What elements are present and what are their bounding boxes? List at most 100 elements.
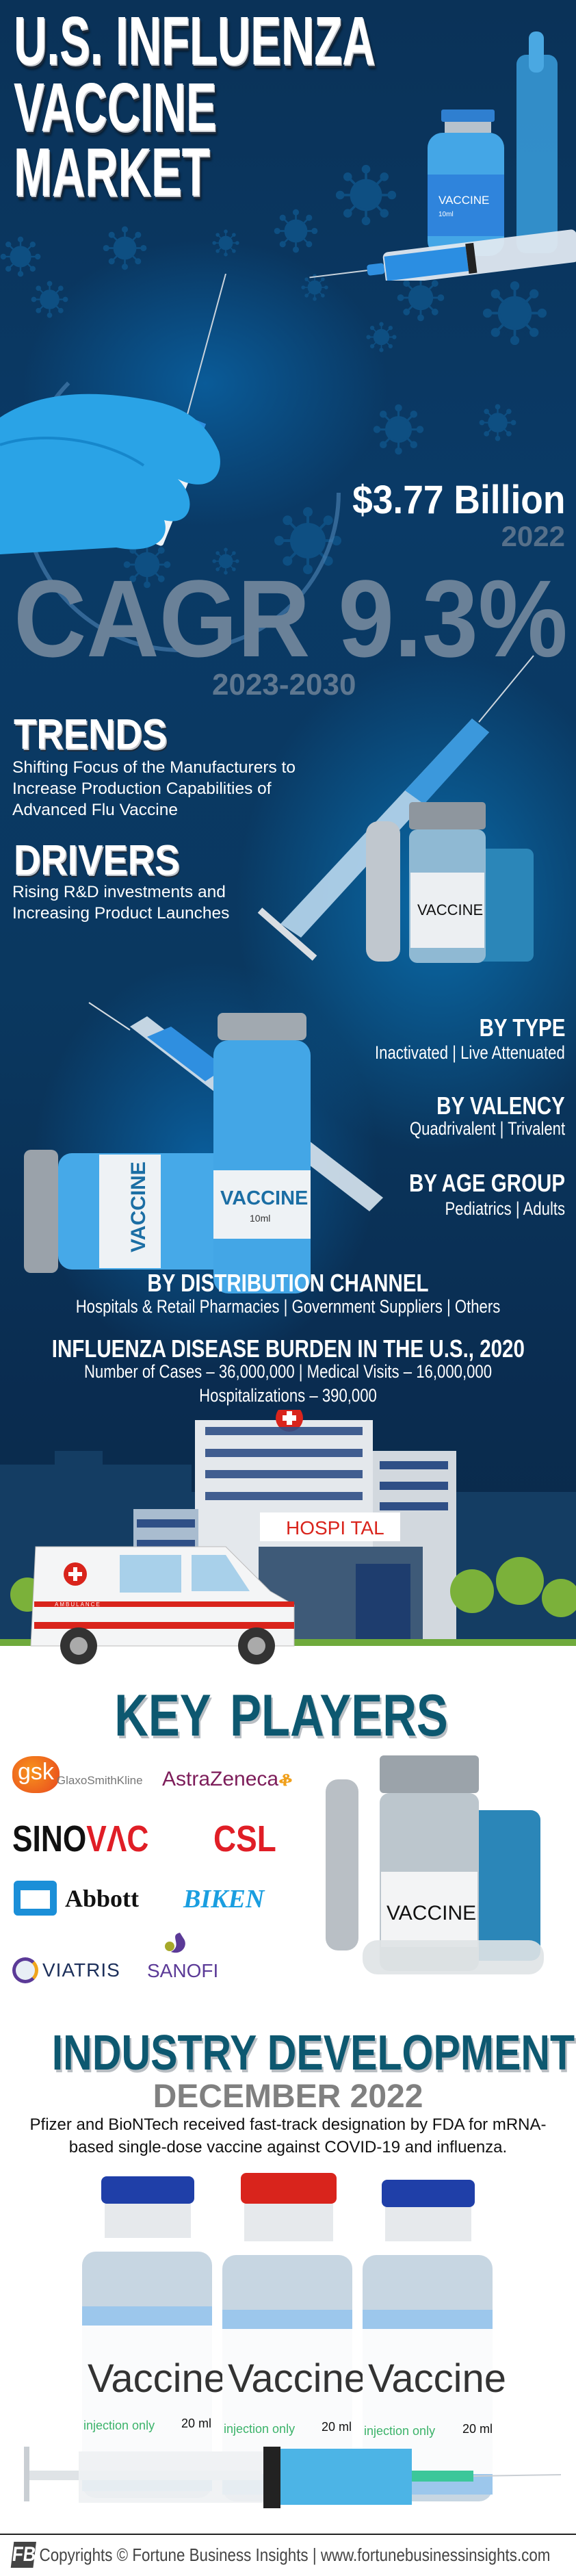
key-players-vials-illustration: VACCINE: [326, 1755, 544, 1974]
ambulance: AMBULANCE: [30, 1546, 295, 1664]
by-valency-items: Quadrivalent | Trivalent: [409, 1118, 565, 1139]
injection-only-text: injection only: [83, 2419, 155, 2432]
syringe-vials-illustration: VACCINE: [257, 655, 534, 963]
vial-label-text: VACCINE: [387, 1902, 476, 1924]
logo-gsk: gsk GlaxoSmithKline: [12, 1756, 143, 1793]
hospital-scene: HOSPI TAL AMBULANCE: [0, 1410, 576, 1664]
cagr-value: CAGR 9.3%: [14, 557, 568, 680]
by-valency-heading: BY VALENCY: [436, 1092, 565, 1120]
sanofi-icon: [163, 1931, 190, 1956]
sinovac-part2: VΛC: [86, 1818, 149, 1859]
hospital-door: [356, 1564, 410, 1646]
virus-icon: [0, 235, 41, 278]
fortune-business-insights-logo-icon: FB: [10, 2542, 37, 2568]
viatris-globe-icon: [12, 1957, 38, 1983]
ampoule: [326, 1779, 358, 1950]
trends-line: Increase Production Capabilities of: [12, 780, 272, 798]
logo-abbott: Abbott: [14, 1881, 139, 1916]
astrazeneca-symbol-icon: ቆ: [278, 1768, 293, 1790]
burden-heading: INFLUENZA DISEASE BURDEN IN THE U.S., 20…: [51, 1335, 525, 1363]
injection-only-text: injection only: [364, 2424, 435, 2438]
logo-sanofi: SANOFI: [147, 1960, 219, 1981]
ampoule-tip: [529, 31, 544, 73]
virus-icon: [103, 226, 147, 270]
astrazeneca-name: AstraZeneca: [162, 1768, 279, 1790]
virus-icon: [212, 229, 239, 257]
drivers-heading: DRIVERS: [14, 837, 180, 884]
key-players-heading: KEY PLAYERS: [114, 1683, 448, 1749]
vial-label-text: Vaccine: [228, 2356, 366, 2401]
vial-volume-text: 10ml: [438, 211, 454, 218]
vial-label-text: Vaccine: [88, 2356, 226, 2401]
glove: [0, 394, 220, 554]
blue-vial: [465, 1810, 540, 1961]
vial-cap: [218, 1013, 306, 1040]
volume-text: 20 ml: [462, 2422, 493, 2436]
by-distribution-items: Hospitals & Retail Pharmacies | Governme…: [75, 1296, 501, 1317]
virus-icon: [373, 404, 424, 455]
gsk-name: GlaxoSmithKline: [56, 1774, 143, 1787]
market-size-year: 2022: [501, 520, 565, 552]
hero-vial-illustration: VACCINE 10ml: [309, 31, 576, 281]
industry-development-date: DECEMBER 2022: [153, 2078, 423, 2115]
hospital-sign: [260, 1512, 400, 1541]
gsk-mark: gsk: [12, 1756, 60, 1793]
virus-icon: [366, 322, 397, 352]
vial-label-text: Vaccine: [368, 2356, 506, 2401]
trends-line: Shifting Focus of the Manufacturers to: [12, 758, 296, 777]
footer-divider: [0, 2534, 576, 2535]
trends-line: Advanced Flu Vaccine: [12, 801, 178, 819]
trends-heading: TRENDS: [14, 711, 168, 758]
vial-cap: [441, 110, 495, 122]
vial-cap: [380, 1755, 479, 1793]
abbott-name: Abbott: [65, 1884, 140, 1912]
title-line-1: U.S. INFLUENZA: [14, 3, 376, 79]
trends-text: Shifting Focus of the Manufacturers to I…: [12, 757, 296, 821]
title-line-3: MARKET: [14, 134, 210, 211]
volume-text: 20 ml: [181, 2417, 211, 2430]
logo-csl: CSL: [213, 1818, 276, 1859]
ambulance-text: AMBULANCE: [55, 1601, 101, 1608]
sinovac-part1: SINO: [12, 1818, 87, 1859]
market-size-value: $3.77 Billion: [352, 478, 565, 522]
vial-body: [213, 1040, 311, 1293]
vial-label-text: VACCINE: [417, 901, 483, 918]
syringe: [24, 2447, 562, 2508]
segment-vials-illustration: VACCINE VACCINE 10ml: [24, 1002, 383, 1293]
by-type-heading: BY TYPE: [479, 1014, 565, 1042]
lying-vial-label: VACCINE: [127, 1161, 150, 1252]
syringe: [309, 229, 576, 281]
industry-development-heading: INDUSTRY DEVELOPMENT: [51, 2026, 575, 2081]
drivers-text: Rising R&D investments and Increasing Pr…: [12, 881, 229, 924]
lying-ampoule: [363, 1940, 544, 1974]
virus-icon: [397, 274, 445, 322]
logo-astrazeneca: AstraZenecaቆ: [162, 1769, 293, 1790]
virus-icon: [479, 404, 516, 441]
drivers-line: Rising R&D investments and: [12, 883, 226, 901]
trees: [10, 1557, 576, 1617]
vial: Vaccine injection only 20 ml: [82, 2176, 226, 2498]
footer: FB Copyrights © Fortune Business Insight…: [10, 2542, 550, 2568]
by-distribution-heading: BY DISTRIBUTION CHANNEL: [147, 1269, 429, 1297]
drivers-line: Increasing Product Launches: [12, 904, 230, 923]
cagr-period: 2023-2030: [212, 668, 356, 701]
logo-biken: BIKEN: [183, 1885, 265, 1914]
ampoule: [516, 55, 558, 253]
by-age-group-heading: BY AGE GROUP: [408, 1169, 565, 1197]
volume-text: 20 ml: [322, 2420, 352, 2434]
burden-line-1: Number of Cases – 36,000,000 | Medical V…: [83, 1361, 493, 1382]
ampoule: [366, 821, 400, 962]
vaccine-vials-illustration: Vaccine injection only 20 ml Vaccine inj…: [24, 2173, 562, 2508]
blue-vial: [475, 849, 534, 962]
virus-icon: [482, 281, 547, 346]
by-age-group-items: Pediatrics | Adults: [445, 1198, 565, 1219]
burden-line-2: Hospitalizations – 390,000: [199, 1385, 377, 1406]
by-type-items: Inactivated | Live Attenuated: [375, 1042, 565, 1063]
vial-label-text: VACCINE: [438, 194, 489, 207]
gloved-hand-illustration: [0, 274, 226, 554]
logo-viatris: VIATRIS: [12, 1957, 120, 1983]
lying-vial: [24, 1150, 243, 1273]
injection-only-text: injection only: [224, 2422, 295, 2436]
title-line-2: VACCINE: [14, 69, 217, 146]
